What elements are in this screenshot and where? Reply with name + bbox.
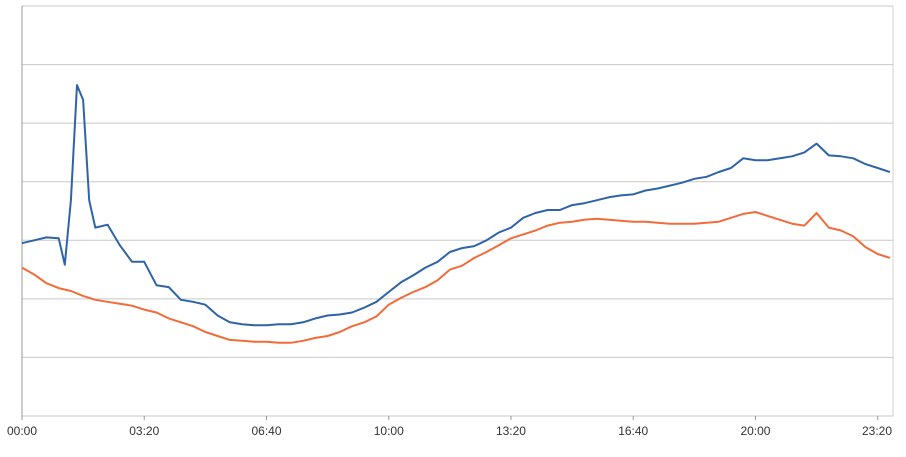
x-tick-label: 23:20 — [862, 424, 892, 438]
x-tick-label: 16:40 — [618, 424, 648, 438]
x-tick-label: 00:00 — [7, 424, 37, 438]
plot-frame — [21, 5, 894, 417]
x-tick-label: 06:40 — [251, 424, 281, 438]
x-tick-label: 13:20 — [496, 424, 526, 438]
series-line — [21, 84, 891, 327]
series-line — [21, 211, 891, 344]
x-tick-label: 20:00 — [740, 424, 770, 438]
x-tick-label: 10:00 — [374, 424, 404, 438]
x-tick-label: 03:20 — [129, 424, 159, 438]
